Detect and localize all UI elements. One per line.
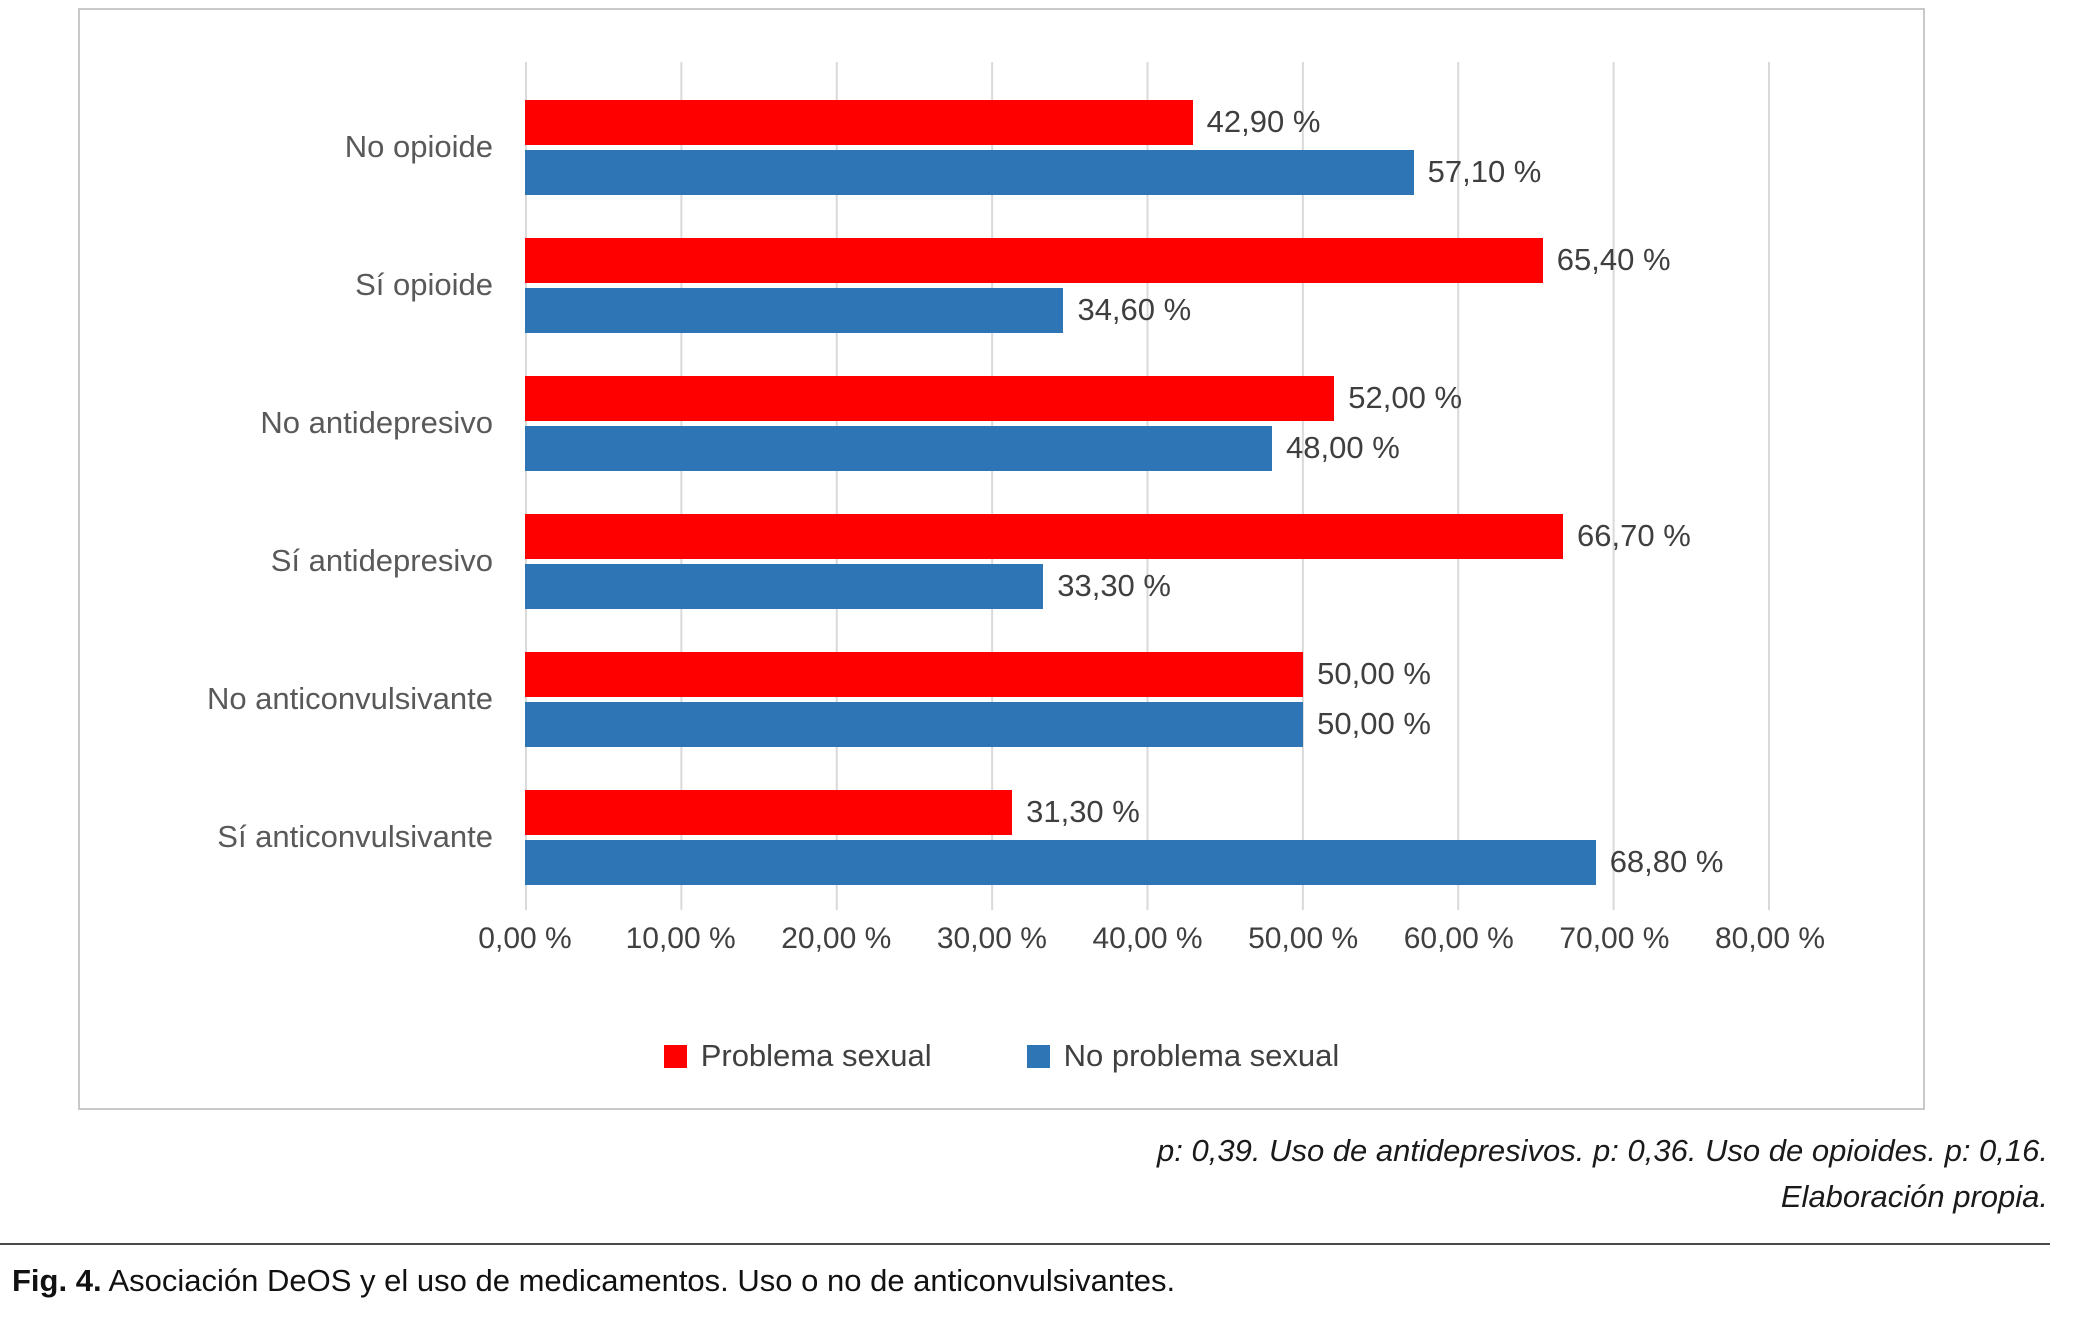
problema-sexual-bar bbox=[525, 99, 1193, 145]
value-label: 50,00 % bbox=[1317, 706, 1431, 741]
x-tick-label: 40,00 % bbox=[1092, 922, 1203, 955]
legend-item-problema-sexual: Problema sexual bbox=[663, 1038, 932, 1074]
footnote-line-1: p: 0,39. Uso de antidepresivos. p: 0,36.… bbox=[1157, 1133, 2048, 1168]
bar-group: 42,90 % bbox=[525, 99, 1770, 145]
bar-track: 50,00 % 50,00 % bbox=[525, 651, 1770, 747]
figure-caption: Fig. 4. Asociación DeOS y el uso de medi… bbox=[0, 1243, 2050, 1299]
bar-group: 50,00 % bbox=[525, 701, 1770, 747]
gridlines bbox=[525, 62, 1770, 910]
bar-track: 66,70 % 33,30 % bbox=[525, 513, 1770, 609]
no-problema-sexual-bar bbox=[525, 287, 1064, 333]
bar-track: 31,30 % 68,80 % bbox=[525, 789, 1770, 885]
bar-group: 33,30 % bbox=[525, 563, 1770, 609]
legend-swatch-no-problema-sexual bbox=[1026, 1044, 1050, 1068]
category-row-s-opioide: Sí opioide 65,40 % 34,60 % bbox=[80, 216, 1923, 354]
value-label: 31,30 % bbox=[1026, 794, 1140, 829]
problema-sexual-bar bbox=[525, 237, 1543, 283]
bar-group: 65,40 % bbox=[525, 237, 1770, 283]
category-row-no-anticonvulsivante: No anticonvulsivante 50,00 % 50,00 % bbox=[80, 630, 1923, 768]
x-tick-label: 30,00 % bbox=[936, 922, 1047, 955]
value-label: 33,30 % bbox=[1057, 568, 1171, 603]
chart-panel: No opioide 42,90 % 57,10 % Sí opioide 65,40 … bbox=[78, 8, 1925, 1110]
problema-sexual-bar bbox=[525, 513, 1564, 559]
figure-caption-text: Asociación DeOS y el uso de medicamentos… bbox=[108, 1263, 1176, 1298]
value-label: 66,70 % bbox=[1577, 518, 1691, 553]
bar-group: 50,00 % bbox=[525, 651, 1770, 697]
category-row-no-antidepresivo: No antidepresivo 52,00 % 48,00 % bbox=[80, 354, 1923, 492]
figure-number: Fig. 4. bbox=[12, 1263, 102, 1298]
footnotes: p: 0,39. Uso de antidepresivos. p: 0,36.… bbox=[0, 1128, 2048, 1220]
bar-track: 52,00 % 48,00 % bbox=[525, 375, 1770, 471]
no-problema-sexual-bar bbox=[525, 701, 1304, 747]
value-label: 48,00 % bbox=[1286, 430, 1400, 465]
category-label: No antidepresivo bbox=[260, 404, 493, 440]
no-problema-sexual-bar bbox=[525, 839, 1596, 885]
x-tick-label: 0,00 % bbox=[478, 922, 572, 955]
footnote-line-2: Elaboración propia. bbox=[1780, 1179, 2048, 1214]
value-label: 57,10 % bbox=[1427, 154, 1542, 189]
bar-group: 57,10 % bbox=[525, 149, 1770, 195]
bar-track: 65,40 % 34,60 % bbox=[525, 237, 1770, 333]
bar-group: 31,30 % bbox=[525, 789, 1770, 835]
legend-swatch-problema-sexual bbox=[663, 1044, 687, 1068]
value-label: 34,60 % bbox=[1077, 292, 1192, 327]
problema-sexual-bar bbox=[525, 789, 1013, 835]
x-axis: 0,00 % 10,00 % 20,00 % 30,00 % 40,00 % 50,00 … bbox=[478, 922, 1825, 966]
x-tick-label: 50,00 % bbox=[1248, 922, 1359, 955]
problema-sexual-bar bbox=[525, 375, 1335, 421]
bar-group: 66,70 % bbox=[525, 513, 1770, 559]
legend: Problema sexual No problema sexual bbox=[80, 1038, 1923, 1074]
category-label: Sí anticonvulsivante bbox=[217, 818, 493, 854]
legend-item-no-problema-sexual: No problema sexual bbox=[1026, 1038, 1340, 1074]
plot-area: No opioide 42,90 % 57,10 % Sí opioide 65,40 … bbox=[80, 62, 1923, 910]
value-label: 52,00 % bbox=[1348, 380, 1463, 415]
bar-group: 34,60 % bbox=[525, 287, 1770, 333]
bar-group: 52,00 % bbox=[525, 375, 1770, 421]
bar-group: 48,00 % bbox=[525, 425, 1770, 471]
value-label: 68,80 % bbox=[1609, 844, 1724, 879]
category-label: Sí antidepresivo bbox=[270, 542, 493, 578]
no-problema-sexual-bar bbox=[525, 149, 1414, 195]
legend-label: No problema sexual bbox=[1063, 1038, 1340, 1073]
x-tick-label: 80,00 % bbox=[1714, 922, 1826, 955]
x-tick-label: 70,00 % bbox=[1559, 922, 1670, 955]
category-label: Sí opioide bbox=[355, 266, 493, 302]
x-tick-label: 60,00 % bbox=[1403, 922, 1514, 955]
value-label: 65,40 % bbox=[1556, 242, 1671, 277]
category-label: No anticonvulsivante bbox=[206, 680, 493, 716]
value-label: 50,00 % bbox=[1317, 656, 1431, 691]
x-tick-label: 20,00 % bbox=[781, 922, 892, 955]
legend-label: Problema sexual bbox=[700, 1038, 932, 1073]
category-row-s-antidepresivo: Sí antidepresivo 66,70 % 33,30 % bbox=[80, 492, 1923, 630]
bar-track: 42,90 % 57,10 % bbox=[525, 99, 1770, 195]
problema-sexual-bar bbox=[525, 651, 1304, 697]
value-label: 42,90 % bbox=[1206, 104, 1321, 139]
category-row-s-anticonvulsivante: Sí anticonvulsivante 31,30 % 68,80 % bbox=[80, 768, 1923, 906]
category-label: No opioide bbox=[344, 128, 493, 164]
category-row-no-opioide: No opioide 42,90 % 57,10 % bbox=[80, 78, 1923, 216]
x-tick-label: 10,00 % bbox=[625, 922, 736, 955]
bar-group: 68,80 % bbox=[525, 839, 1770, 885]
no-problema-sexual-bar bbox=[525, 563, 1044, 609]
no-problema-sexual-bar bbox=[525, 425, 1272, 471]
